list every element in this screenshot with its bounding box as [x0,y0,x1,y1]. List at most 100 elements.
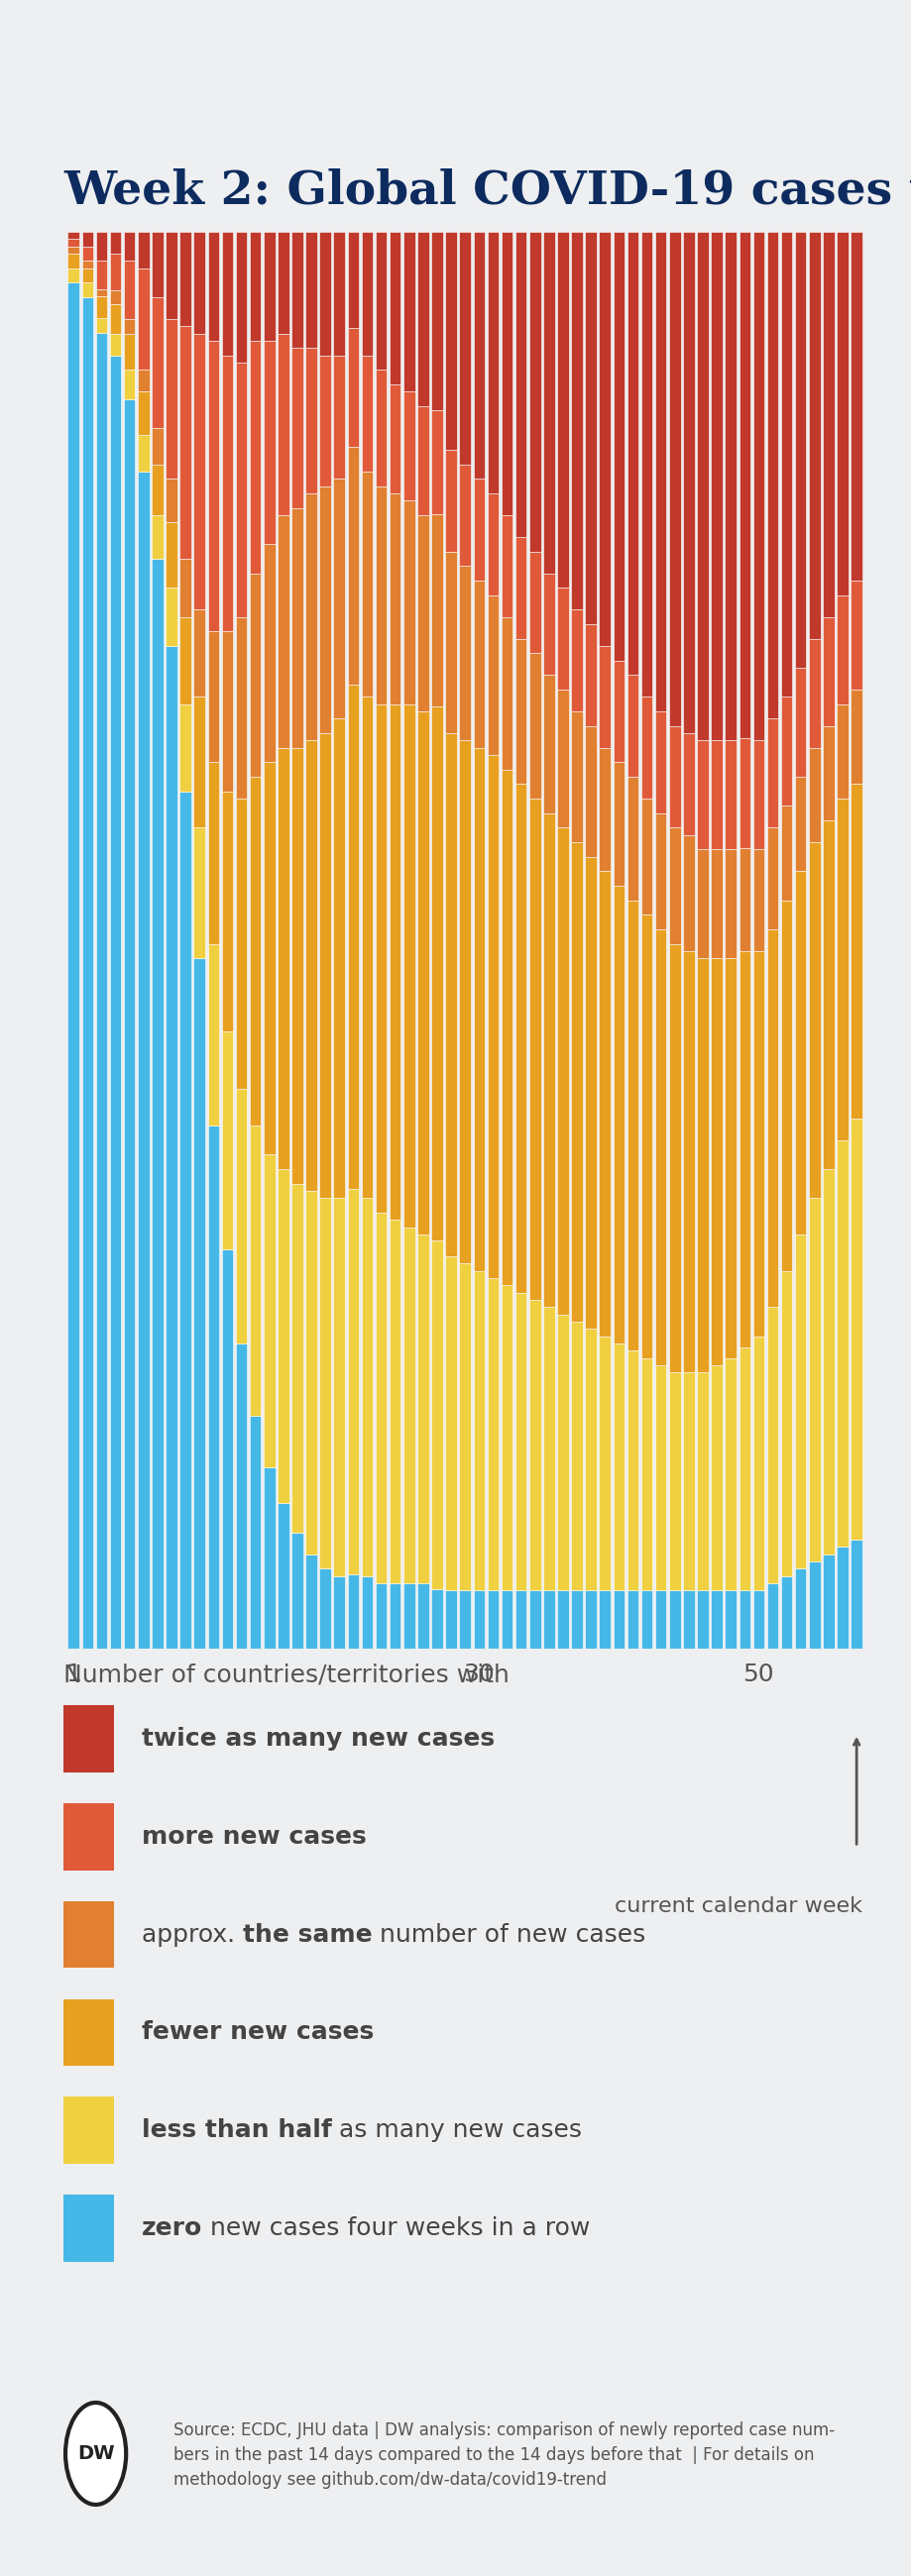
Bar [389,703,401,1221]
Bar [151,296,163,428]
Text: current calendar week: current calendar week [614,1896,861,1917]
Bar [179,616,191,703]
Bar [570,1321,582,1589]
Bar [599,232,610,647]
Bar [570,842,582,1321]
Bar [766,232,778,719]
Bar [235,1345,247,1649]
Bar [166,587,177,647]
Bar [67,252,79,268]
Bar [640,698,652,799]
Bar [361,471,373,698]
Bar [375,487,386,703]
Bar [669,726,680,827]
Bar [528,551,540,654]
Bar [263,1154,275,1466]
Bar [235,363,247,616]
Bar [669,232,680,726]
Bar [333,355,344,479]
Bar [305,1190,317,1553]
Bar [696,958,708,1373]
Bar [445,1589,456,1649]
Bar [109,252,121,291]
Bar [333,232,344,355]
Bar [124,399,135,1649]
Bar [361,1577,373,1649]
Bar [292,1182,302,1533]
Bar [235,799,247,1090]
Bar [124,232,135,260]
Bar [333,479,344,719]
Bar [515,639,527,783]
Bar [166,647,177,1649]
Bar [179,327,191,559]
Bar [250,340,261,574]
Bar [585,232,596,623]
Bar [585,623,596,726]
Bar [557,587,568,690]
Bar [431,410,443,513]
Bar [627,1589,638,1649]
Bar [263,340,275,544]
Bar [682,232,694,734]
Text: Week 2: Global COVID-19 cases trend: Week 2: Global COVID-19 cases trend [64,167,911,214]
Bar [292,232,302,348]
Bar [570,1589,582,1649]
Bar [82,247,93,260]
Bar [124,260,135,319]
Bar [528,232,540,551]
Bar [794,232,805,667]
Bar [640,1358,652,1589]
Bar [138,392,149,435]
Bar [627,232,638,675]
Bar [193,698,205,827]
Bar [822,616,834,726]
Bar [696,739,708,850]
Bar [543,675,554,814]
Bar [221,355,233,631]
Bar [138,232,149,268]
Bar [836,703,847,799]
Bar [836,232,847,595]
Bar [640,799,652,914]
Bar [263,232,275,340]
Bar [585,858,596,1329]
Bar [250,778,261,1126]
Bar [124,332,135,371]
Bar [277,1504,289,1649]
Bar [193,232,205,332]
Bar [221,232,233,355]
Bar [347,1574,359,1649]
Bar [766,827,778,930]
Bar [445,451,456,551]
Text: DW: DW [77,2445,114,2463]
Bar [528,654,540,799]
Bar [305,348,317,495]
Text: twice as many new cases: twice as many new cases [141,1726,494,1752]
Bar [850,690,862,783]
Bar [333,719,344,1198]
Bar [486,495,498,595]
Bar [347,1188,359,1574]
Bar [822,232,834,616]
Text: as many new cases: as many new cases [331,2117,581,2143]
Bar [557,232,568,587]
Bar [501,232,512,515]
Bar [612,659,624,762]
Bar [319,355,331,487]
Bar [179,232,191,327]
Bar [151,515,163,559]
Bar [515,536,527,639]
Bar [417,407,428,515]
Ellipse shape [66,2403,126,2504]
Bar [96,289,107,296]
Bar [221,791,233,1030]
Bar [263,544,275,762]
Bar [766,930,778,1306]
Bar [543,232,554,574]
Bar [794,1569,805,1649]
Bar [669,943,680,1373]
Bar [794,667,805,778]
Bar [473,1270,485,1589]
Bar [445,734,456,1257]
